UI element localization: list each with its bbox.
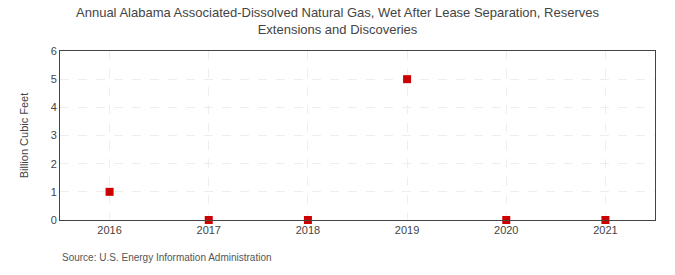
svg-text:Billion Cubic Feet: Billion Cubic Feet — [18, 93, 30, 179]
svg-text:3: 3 — [51, 129, 57, 141]
svg-text:2016: 2016 — [97, 224, 121, 236]
svg-text:Annual Alabama Associated-Diss: Annual Alabama Associated-Dissolved Natu… — [76, 5, 599, 37]
svg-text:2018: 2018 — [296, 224, 320, 236]
svg-text:2021: 2021 — [593, 224, 617, 236]
svg-text:4: 4 — [51, 101, 57, 113]
svg-text:1: 1 — [51, 186, 57, 198]
svg-text:2: 2 — [51, 158, 57, 170]
svg-text:5: 5 — [51, 73, 57, 85]
svg-text:2019: 2019 — [395, 224, 419, 236]
svg-text:Source: U.S. Energy Informatio: Source: U.S. Energy Information Administ… — [62, 252, 272, 263]
svg-text:2020: 2020 — [494, 224, 518, 236]
svg-text:6: 6 — [51, 45, 57, 57]
svg-text:0: 0 — [51, 214, 57, 226]
svg-text:2017: 2017 — [197, 224, 221, 236]
